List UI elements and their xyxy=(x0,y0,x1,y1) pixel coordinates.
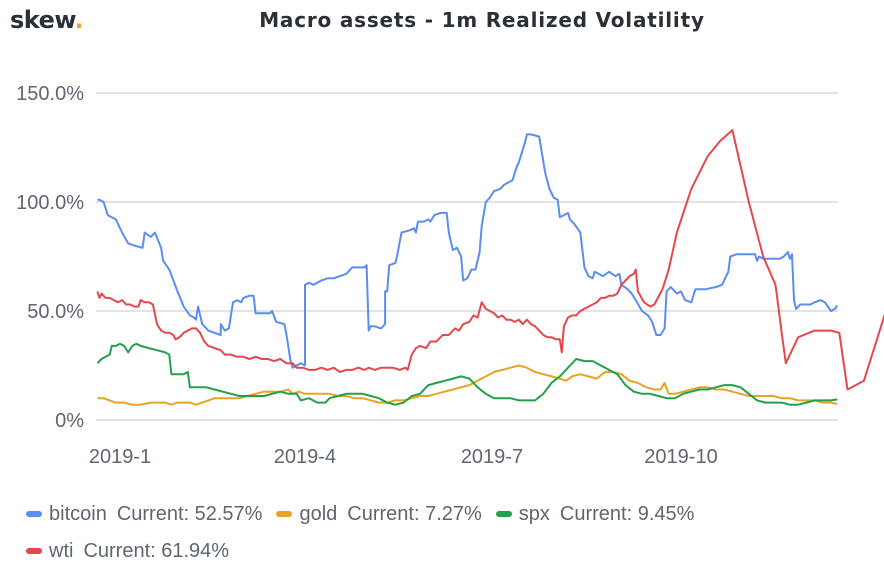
legend-series-name: bitcoin xyxy=(49,502,107,525)
y-tick-label: 100.0% xyxy=(16,192,84,214)
legend-current-value: Current: 52.57% xyxy=(116,502,263,525)
legend-current-value: Current: 61.94% xyxy=(83,539,230,562)
legend-swatch xyxy=(276,511,293,517)
chart-title: Macro assets - 1m Realized Volatility xyxy=(259,8,705,32)
legend-swatch xyxy=(26,548,42,554)
brand-name: skew xyxy=(10,6,75,34)
series-line-wti[interactable] xyxy=(96,129,884,391)
y-tick-label: 50.0% xyxy=(27,301,84,323)
legend-series-name: gold xyxy=(299,502,338,525)
y-tick-label: 0% xyxy=(55,410,84,432)
legend-item-bitcoin[interactable]: bitcoin Current: 52.57% xyxy=(26,501,262,527)
x-tick-label: 2019-7 xyxy=(461,446,523,468)
x-tick-label: 2019-10 xyxy=(644,446,717,468)
legend: bitcoin Current: 52.57% gold Current: 7.27%… xyxy=(26,500,866,574)
chart-canvas: 0%50.0%100.0%150.0% 2019-1 2019-4 2019-7 20… xyxy=(16,83,884,468)
x-tick-label: 2019-1 xyxy=(89,446,151,468)
brand-dot: . xyxy=(74,6,84,34)
series-line-spx[interactable] xyxy=(96,342,838,406)
series-lines xyxy=(96,129,884,406)
legend-series-name: spx xyxy=(518,502,550,525)
legend-item-wti[interactable]: wti Current: 61.94% xyxy=(26,538,229,564)
y-axis-ticks: 0% 50.0% 100.0% 150.0% xyxy=(16,83,84,432)
x-tick-label: 2019-4 xyxy=(274,446,336,468)
legend-item-spx[interactable]: spx Current: 9.45% xyxy=(495,501,695,527)
legend-item-gold[interactable]: gold Current: 7.27% xyxy=(276,501,482,527)
legend-swatch xyxy=(495,511,512,517)
gridlines xyxy=(96,92,838,421)
legend-swatch xyxy=(26,511,42,517)
y-tick-label: 150.0% xyxy=(16,83,84,105)
legend-series-name: wti xyxy=(49,539,74,562)
legend-current-value: Current: 9.45% xyxy=(559,502,695,525)
skew-logo: skew. xyxy=(10,6,84,34)
series-line-gold[interactable] xyxy=(97,364,838,406)
series-line-bitcoin[interactable] xyxy=(97,133,839,369)
x-axis-ticks: 2019-1 2019-4 2019-7 2019-10 xyxy=(89,446,718,468)
legend-current-value: Current: 7.27% xyxy=(347,502,482,525)
